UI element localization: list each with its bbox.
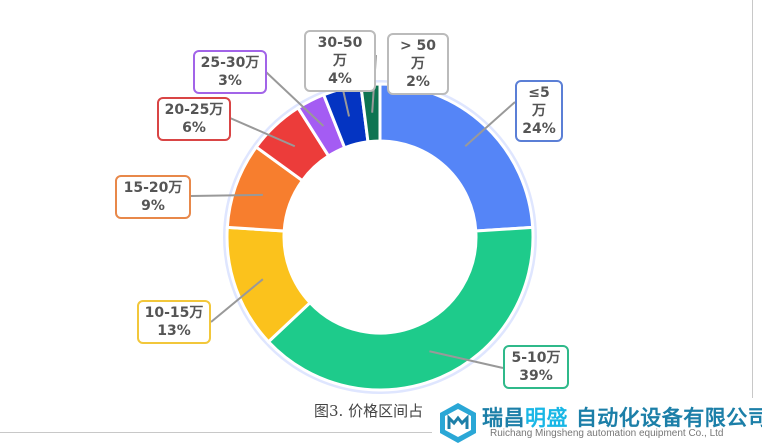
data-label: 30-50万 4% — [304, 30, 376, 92]
chart-glow — [223, 80, 537, 394]
data-label-category: > 50万 — [399, 38, 437, 72]
data-label-category: ≤5万 — [528, 85, 550, 119]
figure-caption: 图3. 价格区间占 — [314, 402, 424, 420]
data-label: 20-25万 6% — [157, 97, 231, 141]
data-label-category: 10-15万 — [144, 305, 204, 321]
leader-line — [464, 101, 516, 147]
data-label-category: 20-25万 — [164, 102, 224, 118]
frame-border-right — [752, 0, 753, 433]
data-label: 10-15万 13% — [137, 300, 211, 344]
frame-border-bottom — [0, 432, 753, 433]
data-label-percent: 6% — [182, 120, 206, 136]
data-label-category: 5-10万 — [511, 350, 561, 366]
company-logo: 瑞昌明盛 自动化设备有限公司 Ruichang Mingsheng automa… — [432, 398, 762, 447]
company-english-name: Ruichang Mingsheng automation equipment … — [490, 428, 724, 439]
donut-slice — [266, 225, 535, 392]
data-label-percent: 24% — [522, 121, 556, 137]
data-label-percent: 2% — [406, 74, 430, 90]
data-label-category: 30-50万 — [317, 35, 363, 69]
data-label-category: 15-20万 — [123, 180, 183, 196]
data-label: ≤5万 24% — [515, 80, 563, 142]
hexagon-logo-icon — [440, 403, 476, 443]
leader-line — [210, 278, 264, 323]
data-label-category: 25-30万 — [200, 55, 260, 71]
leader-line — [265, 71, 325, 127]
leader-line — [229, 117, 296, 148]
data-label-percent: 3% — [218, 73, 242, 89]
leader-line — [429, 350, 504, 369]
data-label-percent: 9% — [141, 198, 165, 214]
donut-slice — [378, 82, 535, 233]
leader-line — [190, 193, 263, 197]
data-label: > 50万 2% — [387, 33, 449, 95]
data-label: 15-20万 9% — [115, 175, 191, 219]
data-label-percent: 4% — [328, 71, 352, 87]
data-label-percent: 13% — [157, 323, 191, 339]
company-name: 瑞昌明盛 自动化设备有限公司 — [482, 406, 762, 430]
data-label-percent: 39% — [519, 368, 553, 384]
data-label: 5-10万 39% — [503, 345, 569, 389]
data-label: 25-30万 3% — [193, 50, 267, 94]
